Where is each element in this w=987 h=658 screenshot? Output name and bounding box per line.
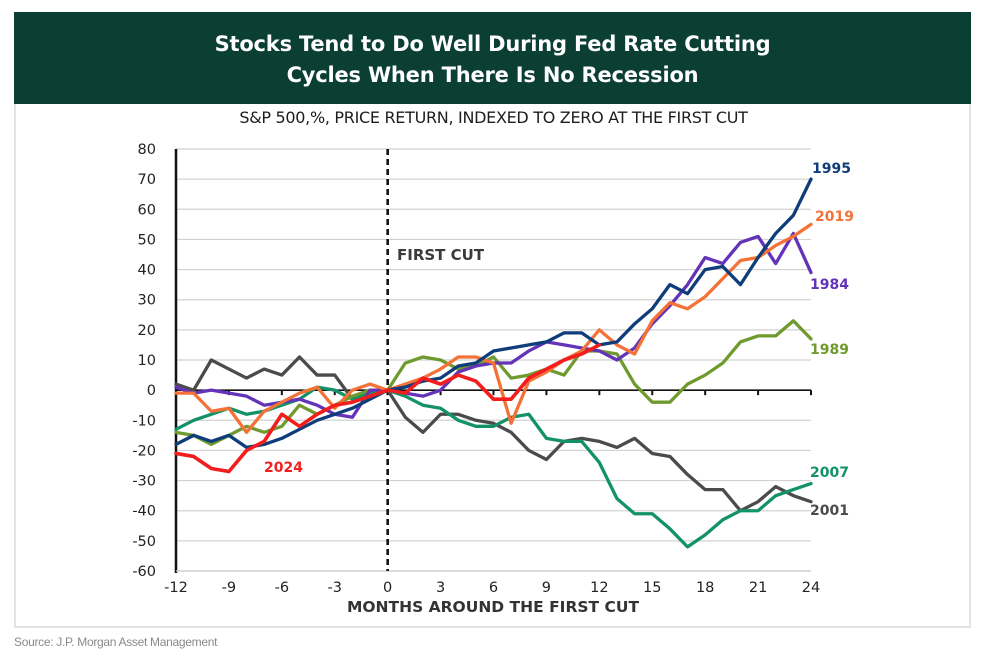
x-tick-label: 12 <box>590 580 608 596</box>
x-tick-label: 9 <box>542 580 551 596</box>
x-tick-label: 6 <box>489 580 498 596</box>
y-tick-label: 70 <box>138 172 156 188</box>
y-tick-label: -30 <box>132 474 156 490</box>
series-label-2007: 2007 <box>810 465 849 481</box>
series-label-1989: 1989 <box>810 342 849 358</box>
series-lines <box>174 177 813 549</box>
x-tick-label: -6 <box>275 580 289 596</box>
first-cut-annotation: FIRST CUT <box>397 246 485 264</box>
x-tick-label: 21 <box>749 580 767 596</box>
title-banner: Stocks Tend to Do Well During Fed Rate C… <box>14 12 971 104</box>
y-tick-label: 0 <box>147 383 156 399</box>
y-tick-labels: 80 70 60 50 40 30 20 10 0 -10 -20 -30 -40 -50 -60 <box>132 142 156 580</box>
series-label-2024: 2024 <box>264 460 303 476</box>
y-tick-label: -20 <box>132 443 156 459</box>
x-tick-label: 3 <box>436 580 445 596</box>
series-labels: 1995 2019 1984 1989 2007 2001 2024 <box>264 161 854 519</box>
gridlines <box>176 148 811 572</box>
chart-title-line-2: Cycles When There Is No Recession <box>286 63 699 87</box>
y-tick-label: -40 <box>132 504 156 520</box>
y-tick-label: 30 <box>138 293 156 309</box>
y-tick-label: 50 <box>138 232 156 248</box>
x-axis-title: MONTHS AROUND THE FIRST CUT <box>347 598 640 616</box>
y-tick-label: -50 <box>132 534 156 550</box>
series-line-2024 <box>174 343 602 474</box>
series-label-2001: 2001 <box>810 503 849 519</box>
chart-title-line-1: Stocks Tend to Do Well During Fed Rate C… <box>214 32 771 56</box>
x-tick-labels: -12 -9 -6 -3 0 3 6 9 12 15 18 21 24 <box>164 580 820 596</box>
y-tick-label: 20 <box>138 323 156 339</box>
y-tick-label: 80 <box>138 142 156 158</box>
x-tick-label: 24 <box>802 580 820 596</box>
x-tick-label: -3 <box>328 580 342 596</box>
y-tick-label: -60 <box>132 564 156 580</box>
y-tick-label: 40 <box>138 263 156 279</box>
axes <box>174 149 812 573</box>
series-line-2019 <box>174 222 813 434</box>
x-tick-label: 0 <box>383 580 392 596</box>
y-tick-label: 10 <box>138 353 156 369</box>
series-label-1995: 1995 <box>812 161 851 177</box>
x-tick-label: -12 <box>164 580 188 596</box>
series-label-1984: 1984 <box>810 277 849 293</box>
x-tick-label: 15 <box>643 580 661 596</box>
series-line-1989 <box>174 319 813 447</box>
source-note: Source: J.P. Morgan Asset Management <box>14 635 218 649</box>
chart-subtitle: S&P 500,%, PRICE RETURN, INDEXED TO ZERO… <box>239 108 748 127</box>
series-line-2001 <box>174 355 813 513</box>
y-tick-label: -10 <box>132 413 156 429</box>
y-tick-label: 60 <box>138 202 156 218</box>
series-label-2019: 2019 <box>815 209 854 225</box>
series-line-2007 <box>174 385 813 549</box>
series-line-1995 <box>174 177 813 450</box>
x-tick-label: 18 <box>696 580 714 596</box>
x-tick-label: -9 <box>222 580 236 596</box>
